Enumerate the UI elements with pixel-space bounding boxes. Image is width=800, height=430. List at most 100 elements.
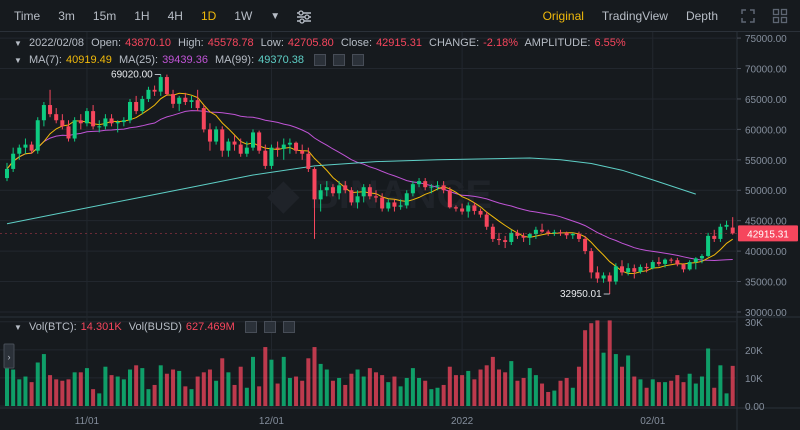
candle-body[interactable] [730, 227, 735, 234]
volume-bar[interactable] [48, 375, 53, 406]
candle-body[interactable] [294, 142, 299, 151]
candle-body[interactable] [355, 196, 360, 203]
volume-bar[interactable] [626, 355, 631, 406]
candle-body[interactable] [417, 181, 422, 185]
volume-bar[interactable] [650, 379, 655, 406]
volume-bar[interactable] [84, 368, 89, 406]
vol-close-button[interactable] [282, 321, 295, 334]
volume-bar[interactable] [275, 383, 280, 406]
volume-bar[interactable] [343, 384, 348, 406]
volume-bar[interactable] [546, 391, 551, 406]
volume-bar[interactable] [429, 389, 434, 406]
volume-bar[interactable] [447, 366, 452, 406]
ma-settings-button[interactable] [314, 54, 327, 67]
volume-bar[interactable] [620, 366, 624, 406]
volume-bar[interactable] [687, 373, 692, 406]
volume-bar[interactable] [490, 356, 495, 406]
candle-body[interactable] [583, 238, 588, 252]
candle-body[interactable] [281, 144, 286, 149]
volume-bar[interactable] [257, 386, 262, 406]
volume-bar[interactable] [361, 376, 366, 406]
candle-body[interactable] [632, 268, 637, 272]
candle-body[interactable] [478, 210, 483, 215]
volume-bar[interactable] [337, 377, 342, 406]
volume-bar[interactable] [663, 382, 668, 406]
volume-bar[interactable] [134, 365, 139, 406]
candle-body[interactable] [183, 97, 188, 102]
volume-bar[interactable] [269, 359, 274, 406]
volume-bar[interactable] [177, 370, 182, 406]
volume-bar[interactable] [607, 320, 612, 406]
volume-bar[interactable] [712, 387, 717, 406]
timeframe-15m[interactable]: 15m [92, 9, 117, 23]
candle-body[interactable] [207, 129, 212, 142]
candle-body[interactable] [23, 144, 28, 148]
volume-bar[interactable] [306, 358, 311, 406]
candle-body[interactable] [128, 101, 132, 121]
volume-bar[interactable] [103, 366, 108, 406]
candle-body[interactable] [613, 266, 618, 282]
volume-bar[interactable] [226, 372, 231, 406]
candle-body[interactable] [638, 266, 643, 272]
candle-body[interactable] [238, 144, 243, 154]
volume-bar[interactable] [423, 380, 428, 406]
volume-bar[interactable] [589, 323, 594, 406]
timeframe-time[interactable]: Time [14, 9, 41, 23]
candle-body[interactable] [490, 226, 495, 239]
candle-body[interactable] [263, 150, 268, 166]
candle-body[interactable] [189, 100, 194, 102]
candle-body[interactable] [380, 197, 385, 209]
tab-original[interactable]: Original [542, 9, 584, 23]
candle-body[interactable] [521, 235, 526, 238]
candle-body[interactable] [54, 114, 59, 121]
volume-bar[interactable] [515, 380, 520, 406]
volume-bar[interactable] [380, 375, 385, 406]
candle-body[interactable] [121, 120, 126, 123]
candle-body[interactable] [466, 205, 471, 212]
candle-body[interactable] [669, 259, 674, 261]
volume-bar[interactable] [318, 363, 323, 406]
candle-body[interactable] [527, 234, 532, 238]
candle-body[interactable] [17, 147, 22, 154]
collapse-caret-icon[interactable]: ▼ [14, 39, 22, 48]
volume-bar[interactable] [300, 380, 305, 406]
volume-bar[interactable] [312, 347, 317, 406]
volume-bar[interactable] [11, 369, 16, 406]
candle-body[interactable] [232, 141, 237, 145]
volume-bar[interactable] [583, 330, 588, 406]
volume-bar[interactable] [570, 387, 575, 406]
candle-body[interactable] [158, 77, 163, 92]
candle-body[interactable] [29, 144, 34, 151]
candle-body[interactable] [675, 260, 680, 265]
candle-body[interactable] [681, 264, 686, 270]
volume-bar[interactable] [699, 376, 704, 406]
volume-bar[interactable] [638, 379, 643, 406]
grid-layout-icon[interactable] [772, 8, 788, 24]
volume-bar[interactable] [189, 389, 194, 406]
volume-bar[interactable] [330, 380, 335, 406]
volume-bar[interactable] [78, 372, 83, 406]
candle-body[interactable] [441, 185, 446, 191]
candle-body[interactable] [72, 120, 77, 139]
candle-body[interactable] [724, 224, 729, 227]
volume-bar[interactable] [115, 376, 120, 406]
volume-bar[interactable] [140, 368, 145, 406]
volume-bar[interactable] [595, 320, 600, 406]
candle-body[interactable] [503, 240, 508, 242]
volume-bar[interactable] [251, 356, 255, 406]
candle-body[interactable] [60, 120, 65, 127]
volume-bar[interactable] [417, 377, 422, 406]
volume-bar[interactable] [724, 393, 729, 406]
volume-bar[interactable] [355, 369, 360, 406]
volume-bar[interactable] [706, 348, 711, 406]
volume-bar[interactable] [171, 369, 176, 406]
candle-body[interactable] [220, 129, 225, 151]
candle-body[interactable] [435, 185, 440, 187]
candle-body[interactable] [103, 118, 108, 127]
volume-bar[interactable] [287, 377, 292, 406]
candle-body[interactable] [361, 187, 366, 197]
volume-bar[interactable] [232, 384, 237, 406]
volume-bar[interactable] [435, 387, 440, 406]
volume-bar[interactable] [91, 389, 96, 406]
candle-body[interactable] [306, 153, 311, 169]
